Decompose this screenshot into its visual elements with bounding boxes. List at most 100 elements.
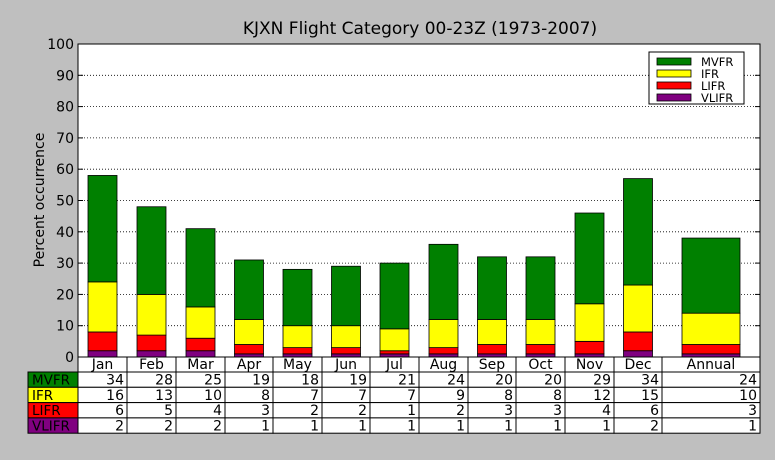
- table-value-ifr: 15: [641, 388, 659, 404]
- x-tick-label: Dec: [624, 357, 651, 373]
- table-value-lifr: 2: [456, 403, 465, 419]
- table-value-lifr: 3: [504, 403, 513, 419]
- table-value-ifr: 8: [504, 388, 513, 404]
- legend-swatch-lifr: [656, 81, 692, 90]
- table-row-label-mvfr: MVFR: [32, 373, 70, 389]
- table-value-vlifr: 2: [650, 418, 659, 434]
- table-value-lifr: 2: [358, 403, 367, 419]
- bar-ifr-feb: [136, 293, 167, 336]
- table-row-label-ifr: IFR: [32, 388, 53, 404]
- table-value-vlifr: 1: [504, 418, 513, 434]
- table-value-vlifr: 1: [407, 418, 416, 434]
- bar-lifr-sep: [477, 344, 507, 355]
- table-value-ifr: 7: [310, 388, 319, 404]
- chart-title: KJXN Flight Category 00-23Z (1973-2007): [243, 19, 597, 39]
- bar-mvfr-sep: [477, 256, 507, 320]
- bar-lifr-apr: [234, 344, 264, 355]
- table-value-lifr: 3: [261, 403, 270, 419]
- bar-ifr-jun: [331, 325, 361, 349]
- legend-swatch-ifr: [656, 69, 692, 78]
- x-tick-label: Jan: [91, 357, 114, 373]
- table-value-vlifr: 1: [748, 418, 757, 434]
- x-tick-label: Annual: [687, 357, 736, 373]
- data-table: Jan Feb Mar Apr May Jun Jul Aug Sep Oct Nov Dec Annu…: [27, 356, 761, 434]
- table-cell: [661, 402, 761, 419]
- table-value-vlifr: 1: [358, 418, 367, 434]
- bar-ifr-aug: [428, 319, 459, 349]
- table-value-lifr: 4: [602, 403, 611, 419]
- x-tick-label: Feb: [139, 357, 164, 373]
- y-tick-label: 70: [56, 131, 74, 147]
- table-value-ifr: 12: [593, 388, 611, 404]
- table-value-vlifr: 1: [261, 418, 270, 434]
- table-value-mvfr: 19: [349, 373, 367, 389]
- table-value-ifr: 10: [204, 388, 222, 404]
- table-value-mvfr: 34: [106, 373, 124, 389]
- y-axis-label: Percent occurrence: [32, 133, 48, 268]
- bar-mvfr-jun: [331, 265, 361, 327]
- y-tick-label: 90: [56, 68, 74, 84]
- bar-mvfr-jul: [379, 262, 410, 330]
- table-value-lifr: 6: [650, 403, 659, 419]
- bar-lifr-aug: [428, 347, 459, 355]
- bar-lifr-jul: [379, 350, 410, 355]
- table-value-lifr: 4: [213, 403, 222, 419]
- bar-ifr-oct: [525, 319, 556, 345]
- x-tick-label: Nov: [576, 357, 603, 373]
- bar-lifr-may: [282, 347, 313, 355]
- axes: 0 10 20 30 40 50 60 70 80 90 100: [47, 37, 761, 366]
- table-value-lifr: 2: [310, 403, 319, 419]
- y-tick-label: 50: [56, 194, 74, 210]
- table-value-mvfr: 21: [398, 373, 416, 389]
- bar-ifr-dec: [623, 284, 653, 333]
- table-value-lifr: 3: [553, 403, 562, 419]
- x-tick-label: Mar: [187, 357, 214, 373]
- table-value-ifr: 13: [155, 388, 173, 404]
- legend-label-ifr: IFR: [701, 67, 719, 81]
- bar-mvfr-apr: [234, 259, 264, 320]
- table-value-vlifr: 1: [310, 418, 319, 434]
- x-tick-label: Oct: [528, 357, 553, 373]
- bar-ifr-may: [282, 325, 313, 349]
- bar-lifr-oct: [525, 344, 556, 355]
- table-value-ifr: 16: [106, 388, 124, 404]
- bar-ifr-annual: [681, 312, 741, 345]
- table-value-vlifr: 1: [602, 418, 611, 434]
- y-tick-label: 0: [65, 350, 74, 366]
- table-value-vlifr: 2: [115, 418, 124, 434]
- table-value-ifr: 10: [739, 388, 757, 404]
- table-value-vlifr: 1: [456, 418, 465, 434]
- legend-label-vlifr: VLIFR: [701, 91, 733, 105]
- table-value-ifr: 7: [358, 388, 367, 404]
- table-value-mvfr: 29: [593, 373, 611, 389]
- table-value-lifr: 6: [115, 403, 124, 419]
- bar-ifr-jan: [87, 281, 118, 333]
- bar-mvfr-annual: [681, 237, 741, 314]
- bar-ifr-jul: [379, 328, 410, 352]
- bar-mvfr-dec: [623, 178, 653, 286]
- table-value-mvfr: 20: [495, 373, 513, 389]
- legend-label-mvfr: MVFR: [701, 55, 733, 69]
- bar-mvfr-may: [282, 268, 313, 327]
- bar-mvfr-feb: [136, 206, 167, 295]
- bar-mvfr-oct: [525, 256, 556, 320]
- x-tick-label: Aug: [430, 357, 457, 373]
- bar-lifr-jan: [87, 331, 118, 352]
- table-value-ifr: 8: [261, 388, 270, 404]
- table-value-mvfr: 28: [155, 373, 173, 389]
- x-tick-label: Jul: [385, 357, 403, 373]
- y-tick-label: 40: [56, 225, 74, 241]
- x-tick-label: May: [283, 357, 312, 373]
- table-value-lifr: 3: [748, 403, 757, 419]
- y-tick-label: 20: [56, 287, 74, 303]
- legend-label-lifr: LIFR: [701, 79, 725, 93]
- table-value-ifr: 7: [407, 388, 416, 404]
- table-value-mvfr: 24: [739, 373, 757, 389]
- table-value-mvfr: 19: [252, 373, 270, 389]
- y-tick-label: 30: [56, 256, 74, 272]
- table-value-lifr: 5: [164, 403, 173, 419]
- table-row-label-lifr: LIFR: [32, 403, 61, 419]
- bar-lifr-jun: [331, 347, 361, 355]
